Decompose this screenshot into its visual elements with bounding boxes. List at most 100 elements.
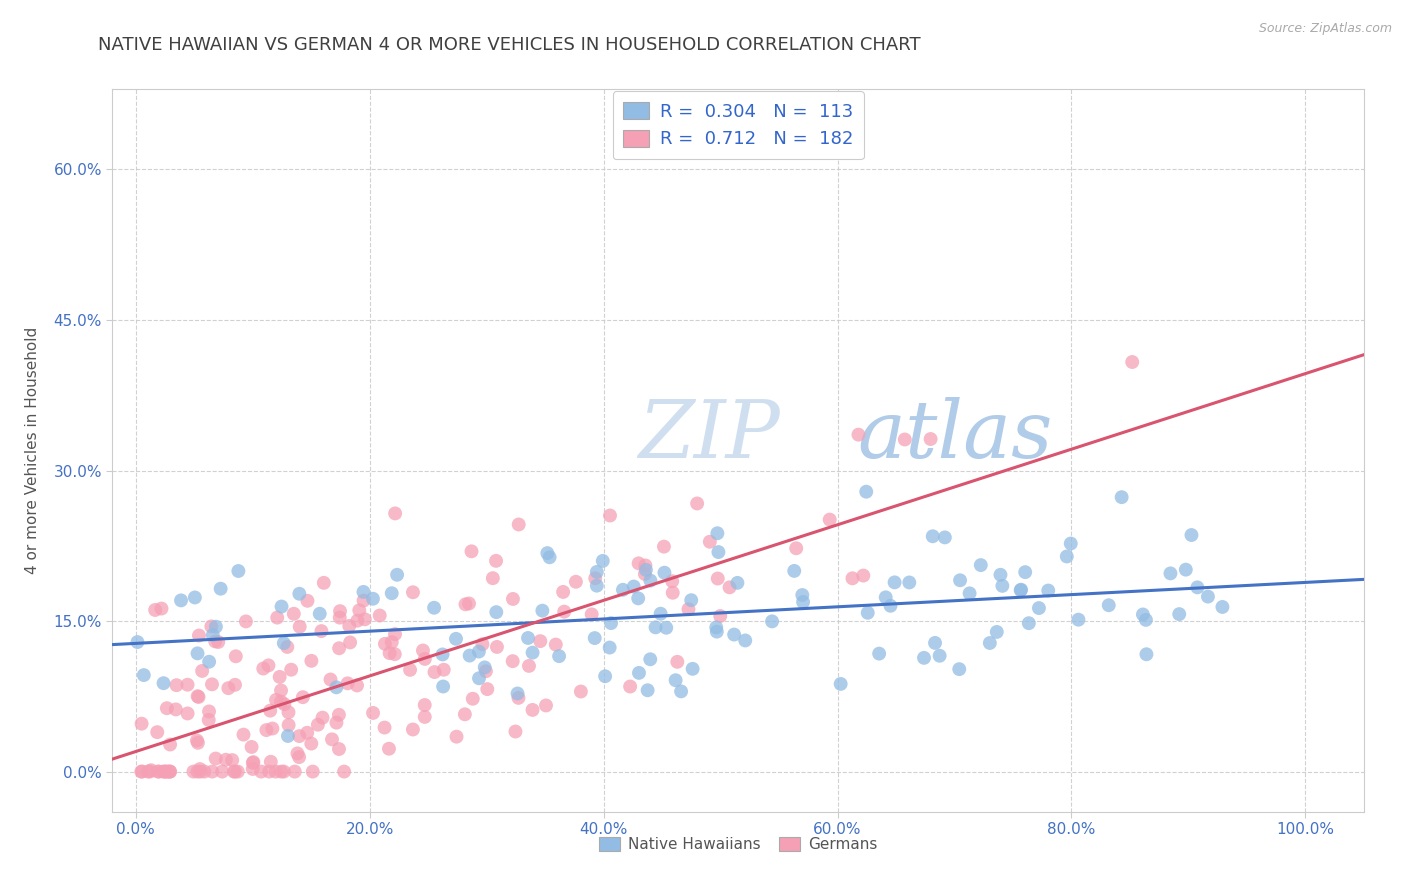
Point [197,713,219,727]
Point [187,736,209,750]
Point [655,621,678,635]
Point [283,607,305,621]
Point [240,739,263,754]
Point [1010,583,1032,598]
Point [225,649,247,664]
Point [193,764,215,779]
Point [921,529,943,543]
Point [638,652,661,666]
Point [841,571,863,585]
Point [707,545,730,559]
Point [374,721,396,735]
Point [718,580,741,594]
Point [329,604,352,618]
Point [508,517,530,532]
Point [948,662,970,676]
Point [709,609,731,624]
Point [183,764,205,779]
Point [176,706,198,721]
Point [485,554,508,568]
Point [991,579,1014,593]
Point [250,764,273,779]
Point [522,703,544,717]
Point [349,603,371,617]
Point [131,716,153,731]
Point [191,664,214,678]
Point [217,681,239,695]
Point [297,725,319,739]
Point [297,594,319,608]
Point [970,558,993,573]
Point [146,764,169,779]
Point [912,651,935,665]
Point [517,659,540,673]
Point [548,649,571,664]
Point [299,654,322,668]
Point [259,704,281,718]
Point [152,764,174,779]
Point [270,764,292,779]
Point [378,741,401,756]
Point [321,732,343,747]
Point [644,620,666,634]
Point [1168,607,1191,621]
Point [830,677,852,691]
Point [402,585,425,599]
Point [143,603,166,617]
Point [159,738,181,752]
Point [1018,616,1040,631]
Point [460,544,482,558]
Point [544,638,567,652]
Point [242,755,264,769]
Point [1121,355,1143,369]
Point [252,661,274,675]
Point [852,568,875,582]
Point [242,762,264,776]
Point [619,680,641,694]
Point [198,705,221,719]
Point [898,575,921,590]
Point [482,571,505,585]
Point [226,764,249,779]
Point [413,698,436,712]
Point [686,496,709,510]
Point [704,620,727,634]
Point [458,597,481,611]
Point [592,554,614,568]
Point [209,582,232,596]
Point [723,627,745,641]
Point [1132,607,1154,622]
Point [353,612,375,626]
Point [1135,613,1157,627]
Point [221,753,243,767]
Point [384,647,406,661]
Point [531,604,554,618]
Point [627,665,650,680]
Point [699,534,721,549]
Point [725,575,748,590]
Point [273,697,295,711]
Point [280,663,302,677]
Point [131,764,153,779]
Point [413,710,436,724]
Point [299,737,322,751]
Point [485,640,508,654]
Point [553,585,575,599]
Text: Source: ZipAtlas.com: Source: ZipAtlas.com [1258,22,1392,36]
Point [353,585,375,599]
Point [792,588,814,602]
Point [184,591,207,605]
Point [879,599,901,613]
Point [150,601,173,615]
Point [706,624,728,639]
Point [222,764,245,779]
Point [502,654,524,668]
Point [593,669,616,683]
Point [1028,601,1050,615]
Legend: Native Hawaiians, Germans: Native Hawaiians, Germans [593,830,883,858]
Point [883,575,905,590]
Point [187,690,209,704]
Point [141,763,163,777]
Point [990,567,1012,582]
Point [1187,580,1209,594]
